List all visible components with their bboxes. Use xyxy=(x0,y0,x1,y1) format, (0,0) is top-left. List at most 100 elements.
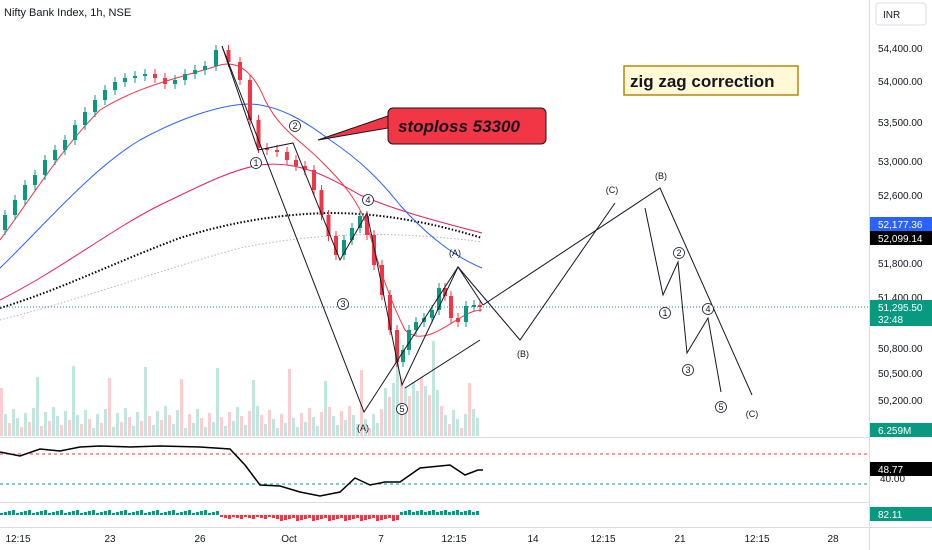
price-tick-label: 50,800.00 xyxy=(878,344,923,355)
histogram-bar xyxy=(276,515,279,519)
histogram-bar xyxy=(440,511,443,515)
volume-bar xyxy=(184,428,187,436)
histogram-bar xyxy=(476,511,479,515)
histogram-bar xyxy=(224,515,227,518)
volume-bar xyxy=(300,413,303,436)
candle-body xyxy=(103,90,107,100)
stoploss-text: stoploss 53300 xyxy=(398,117,520,136)
histogram-bar xyxy=(444,510,447,515)
histogram-bar xyxy=(200,511,203,515)
histogram-bar xyxy=(180,512,183,515)
candle-body xyxy=(163,78,167,84)
candle-body xyxy=(358,216,362,228)
time-tick-label: 12:15 xyxy=(441,534,466,545)
svg-text:(B): (B) xyxy=(655,171,667,181)
candle-body xyxy=(113,82,117,90)
currency-button[interactable]: INR xyxy=(875,2,927,26)
time-axis[interactable]: 12:15 23 26 Oct 7 12:15 14 12:15 21 12:15 28 xyxy=(5,534,839,545)
histogram-bar xyxy=(296,515,299,521)
abc-big-line xyxy=(221,45,616,414)
volume-bar xyxy=(92,428,95,436)
volume-bar xyxy=(40,426,43,436)
badge-oscillator: 48.77 xyxy=(870,462,932,476)
volume-bar xyxy=(280,414,283,436)
histogram-bar xyxy=(184,511,187,515)
candle-body xyxy=(319,190,324,215)
svg-text:(C): (C) xyxy=(606,185,619,195)
time-tick-label: 26 xyxy=(194,534,206,545)
volume-bar xyxy=(324,381,327,436)
histogram-bar xyxy=(20,512,23,515)
volume-bar xyxy=(84,410,87,436)
volume-bar xyxy=(432,341,435,436)
volume-bar xyxy=(116,413,119,436)
zigzag-note[interactable]: zig zag correction xyxy=(623,65,799,96)
wave-drawing xyxy=(221,45,753,414)
wave-label: (B) xyxy=(655,171,667,181)
volume-bar xyxy=(256,406,259,436)
histogram-bar xyxy=(336,515,339,519)
volume-bar xyxy=(364,419,367,436)
histogram-bar xyxy=(260,515,263,518)
volume-bar xyxy=(176,410,179,436)
histogram-bar xyxy=(288,515,291,519)
histogram-bar xyxy=(248,515,251,518)
volume-bar xyxy=(352,415,355,436)
volume-bar xyxy=(252,380,255,436)
histogram-bar xyxy=(56,511,59,515)
histogram-bar xyxy=(16,513,19,515)
svg-text:1: 1 xyxy=(253,158,258,168)
stoploss-callout[interactable]: stoploss 53300 xyxy=(317,107,547,145)
histogram-bar xyxy=(160,513,163,515)
histogram-bar xyxy=(408,510,411,515)
volume-bar xyxy=(392,383,395,436)
price-tick-label: 52,600.00 xyxy=(878,191,923,202)
histogram-bar xyxy=(368,515,371,519)
histogram-bar xyxy=(360,515,363,521)
histogram-bar xyxy=(84,512,87,515)
time-tick-label: 12:15 xyxy=(590,534,615,545)
oscillator-line xyxy=(0,445,483,497)
histogram-bar xyxy=(68,512,71,515)
volume-bar xyxy=(4,414,7,436)
volume-bar xyxy=(288,369,291,436)
price-axis[interactable]: 54,400.00 54,000.00 53,500.00 53,000.00 52,6… xyxy=(878,44,923,407)
volume-bar xyxy=(228,412,231,436)
volume-bar xyxy=(312,417,315,436)
histogram-bar xyxy=(396,515,399,520)
wave-labels: 1 2 3 4 5 (A) (A) (B) (C) (B) 1 2 3 4 5 (C) xyxy=(250,120,758,433)
candle-body xyxy=(3,215,7,230)
histogram-bar xyxy=(208,513,211,515)
volume-bar xyxy=(104,409,107,436)
candles xyxy=(3,45,482,367)
volume-bar xyxy=(196,409,199,436)
badge-last-price: 51,295.50 xyxy=(870,300,932,314)
histogram-bar xyxy=(420,510,423,515)
volume-bar xyxy=(416,391,419,436)
histogram-bar xyxy=(28,510,31,515)
volume-bar xyxy=(108,378,111,436)
histogram-bar xyxy=(76,510,79,515)
histogram-bar xyxy=(192,513,195,515)
svg-text:3: 3 xyxy=(340,299,345,309)
zigzag-text: zig zag correction xyxy=(630,72,775,91)
histogram-bar xyxy=(416,511,419,515)
candle-body xyxy=(173,80,177,84)
histogram-bar xyxy=(52,512,55,515)
volume-bar xyxy=(436,390,439,436)
histogram-bar xyxy=(212,512,215,515)
volume-bar xyxy=(376,423,379,436)
badge-text: 82.11 xyxy=(878,510,903,521)
grey-dotted-ma xyxy=(0,234,483,321)
candle-body xyxy=(256,120,261,148)
price-tick-label: 50,200.00 xyxy=(878,396,923,407)
wave-label: (B) xyxy=(517,349,529,359)
wave-label: 5 xyxy=(715,401,727,413)
volume-bar xyxy=(68,420,71,436)
impulse-wave-line xyxy=(221,45,484,387)
histogram-bar xyxy=(124,510,127,515)
histogram-bar xyxy=(172,510,175,515)
histogram-bar xyxy=(228,515,231,519)
